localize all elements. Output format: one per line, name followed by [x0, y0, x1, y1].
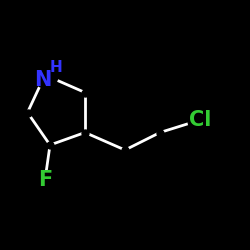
Text: F: F	[38, 170, 52, 190]
Text: Cl: Cl	[189, 110, 211, 130]
Text: N: N	[34, 70, 51, 90]
Text: H: H	[50, 60, 62, 75]
